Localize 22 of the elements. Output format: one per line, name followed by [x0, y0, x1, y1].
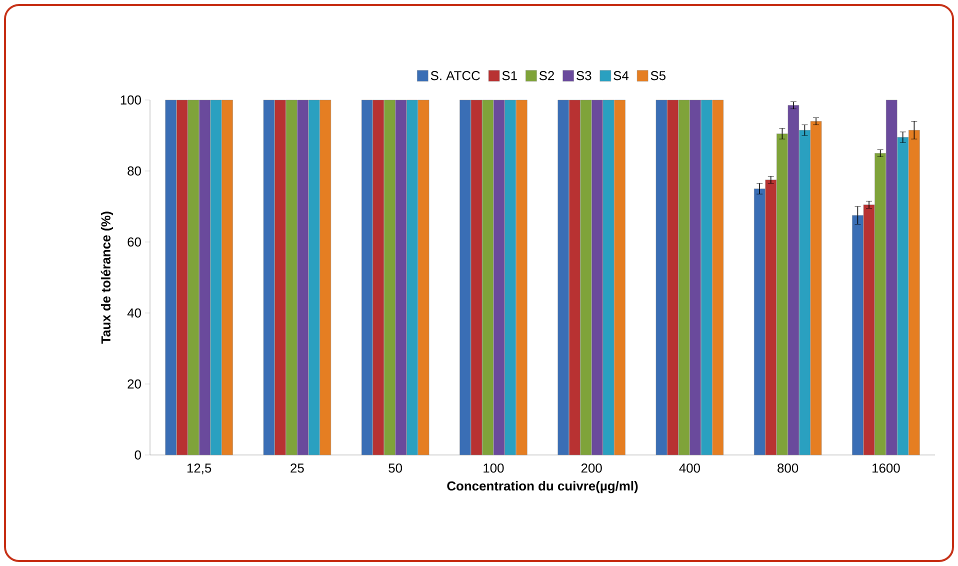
x-tick-label: 25 [290, 464, 304, 473]
x-tick-label: 800 [778, 464, 798, 473]
y-tick-label: 20 [128, 379, 141, 389]
x-axis-title: Concentration du cuivre(µg/ml) [447, 481, 638, 494]
legend-label: S4 [614, 71, 629, 80]
y-tick-label: 0 [134, 450, 141, 460]
legend-label: S5 [650, 71, 666, 80]
x-tick-label: 100 [484, 464, 504, 473]
x-tick-label: 12,5 [187, 464, 212, 474]
legend-label: S3 [576, 71, 592, 80]
y-tick-label: 60 [128, 237, 141, 247]
y-tick-label: 80 [128, 166, 141, 176]
y-axis-title: Taux de tolérance (%) [100, 212, 114, 344]
x-tick-label: 50 [388, 464, 402, 473]
x-tick-label: 400 [679, 464, 700, 473]
y-tick-label: 40 [127, 308, 141, 318]
legend-label: S. ATCC [430, 71, 480, 80]
x-tick-label: 200 [581, 464, 602, 473]
legend-label: S2 [539, 71, 554, 80]
y-tick-label: 100 [120, 95, 141, 105]
legend-label: S1 [502, 71, 517, 80]
x-tick-label: 1600 [872, 464, 900, 473]
